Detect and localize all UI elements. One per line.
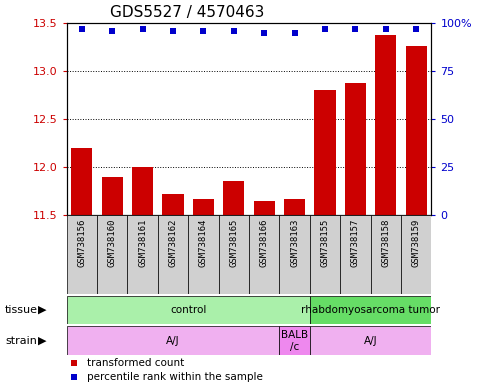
Point — [382, 26, 389, 32]
Text: GSM738164: GSM738164 — [199, 218, 208, 266]
Text: GSM738157: GSM738157 — [351, 218, 360, 266]
Bar — [127, 215, 158, 294]
Text: strain: strain — [5, 336, 37, 346]
Text: GSM738156: GSM738156 — [77, 218, 86, 266]
Text: rhabdomyosarcoma tumor: rhabdomyosarcoma tumor — [301, 305, 440, 315]
Bar — [340, 215, 371, 294]
Text: GSM738162: GSM738162 — [169, 218, 177, 266]
Bar — [345, 83, 366, 215]
Text: percentile rank within the sample: percentile rank within the sample — [87, 372, 262, 382]
Bar — [280, 215, 310, 294]
Bar — [132, 167, 153, 215]
Text: GSM738160: GSM738160 — [107, 218, 117, 266]
Text: ▶: ▶ — [37, 305, 46, 315]
Text: tissue: tissue — [5, 305, 38, 315]
Text: control: control — [170, 305, 207, 315]
Point — [169, 28, 177, 34]
Bar — [310, 215, 340, 294]
Point — [139, 26, 146, 32]
Point — [321, 26, 329, 32]
Bar — [223, 182, 245, 215]
Bar — [401, 215, 431, 294]
Bar — [162, 194, 183, 215]
Bar — [67, 215, 97, 294]
Text: GSM738163: GSM738163 — [290, 218, 299, 266]
Bar — [280, 326, 310, 355]
Text: GSM738166: GSM738166 — [260, 218, 269, 266]
Point — [412, 26, 420, 32]
Point — [260, 30, 268, 36]
Text: transformed count: transformed count — [87, 358, 184, 368]
Bar — [218, 215, 249, 294]
Point — [352, 26, 359, 32]
Bar — [253, 200, 275, 215]
Point — [108, 28, 116, 34]
Point — [78, 26, 86, 32]
Bar — [284, 199, 305, 215]
Bar — [102, 177, 123, 215]
Point — [312, 321, 319, 327]
Point — [291, 30, 299, 36]
Bar — [193, 199, 214, 215]
Text: GSM738161: GSM738161 — [138, 218, 147, 266]
Bar — [249, 215, 280, 294]
Text: A/J: A/J — [166, 336, 180, 346]
Text: BALB
/c: BALB /c — [281, 330, 308, 352]
Bar — [67, 326, 280, 355]
Bar — [67, 296, 310, 324]
Text: GSM738155: GSM738155 — [320, 218, 329, 266]
Bar — [406, 46, 427, 215]
Bar — [71, 148, 92, 215]
Bar — [310, 296, 431, 324]
Point — [312, 196, 319, 202]
Bar — [158, 215, 188, 294]
Text: GSM738165: GSM738165 — [229, 218, 238, 266]
Text: A/J: A/J — [364, 336, 377, 346]
Text: GSM738159: GSM738159 — [412, 218, 421, 266]
Bar — [310, 326, 431, 355]
Text: ▶: ▶ — [37, 336, 46, 346]
Point — [230, 28, 238, 34]
Bar — [375, 35, 396, 215]
Bar — [188, 215, 218, 294]
Point — [199, 28, 208, 34]
Bar — [97, 215, 127, 294]
Bar — [371, 215, 401, 294]
Bar — [315, 90, 336, 215]
Text: GDS5527 / 4570463: GDS5527 / 4570463 — [110, 5, 265, 20]
Text: GSM738158: GSM738158 — [381, 218, 390, 266]
